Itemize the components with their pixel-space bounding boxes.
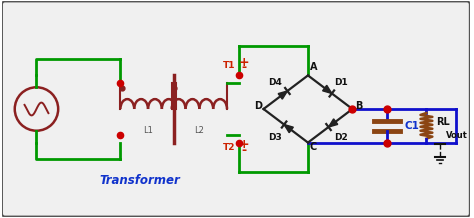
Text: D2: D2 (334, 133, 347, 142)
FancyBboxPatch shape (2, 1, 470, 217)
Text: T1: T1 (223, 61, 235, 70)
Text: -: - (241, 144, 246, 157)
Text: D4: D4 (268, 78, 283, 87)
Polygon shape (278, 91, 287, 99)
Text: L1: L1 (143, 126, 153, 135)
Text: C1: C1 (405, 121, 419, 131)
Text: T2: T2 (223, 143, 235, 152)
Text: C: C (310, 143, 317, 152)
Text: +: + (238, 56, 249, 68)
Text: +: + (238, 138, 249, 152)
Polygon shape (284, 124, 293, 133)
Text: -: - (241, 61, 246, 75)
Polygon shape (323, 85, 332, 94)
Text: L2: L2 (194, 126, 204, 135)
Text: D: D (254, 101, 262, 111)
Text: RL: RL (436, 117, 450, 127)
Text: A: A (310, 61, 318, 72)
Polygon shape (328, 119, 338, 127)
Text: D1: D1 (334, 78, 347, 87)
Text: D3: D3 (268, 133, 282, 142)
Text: B: B (356, 101, 363, 111)
Text: Transformer: Transformer (100, 174, 181, 187)
Text: Vout: Vout (446, 131, 468, 140)
